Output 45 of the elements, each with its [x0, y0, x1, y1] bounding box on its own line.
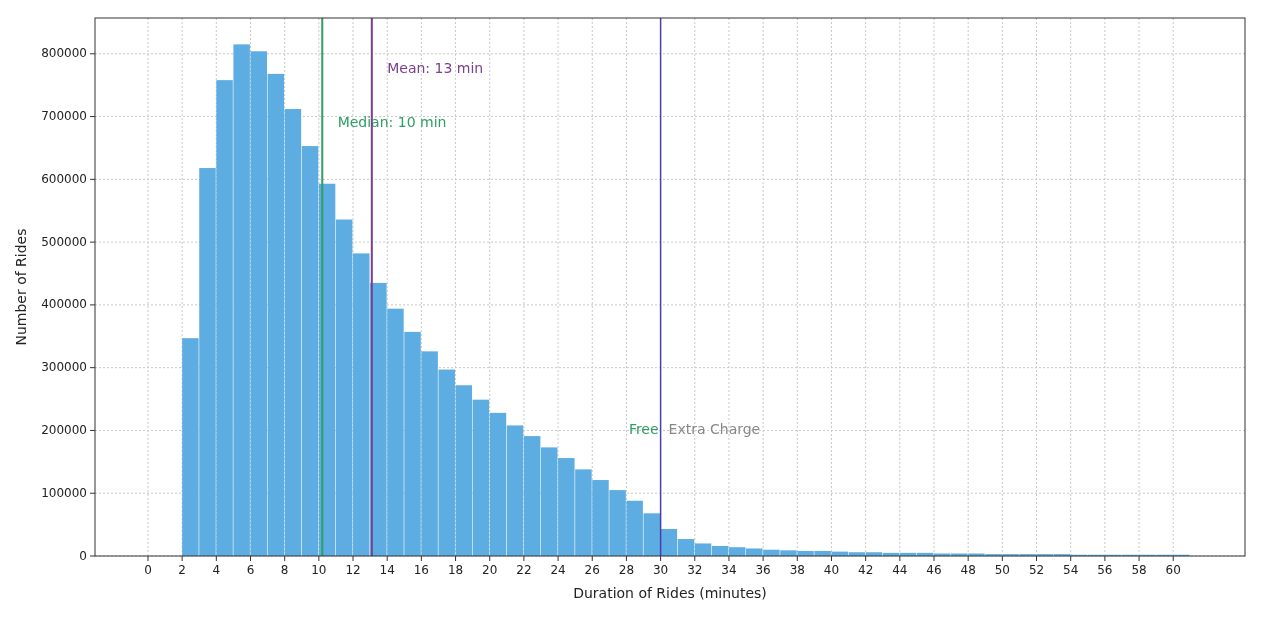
x-tick-label: 38: [789, 563, 805, 577]
x-tick-label: 54: [1063, 563, 1079, 577]
y-tick-label: 200000: [41, 422, 87, 437]
y-tick-label: 400000: [41, 297, 87, 312]
y-tick-label: 700000: [41, 109, 87, 124]
x-tick-label: 2: [178, 563, 186, 577]
x-tick-label: 32: [687, 563, 703, 577]
x-tick-label: 50: [994, 563, 1010, 577]
x-tick-label: 52: [1028, 563, 1045, 577]
x-tick-label: 48: [960, 563, 976, 577]
x-tick-label: 0: [144, 563, 152, 577]
x-tick-label: 26: [584, 563, 600, 577]
x-tick-label: 34: [721, 563, 737, 577]
x-tick-label: 30: [652, 563, 669, 577]
y-tick-label: 300000: [41, 360, 87, 375]
annotation: Extra Charge: [668, 421, 761, 438]
x-tick-label: 18: [447, 563, 464, 577]
x-tick-label: 8: [280, 563, 289, 577]
x-tick-label: 14: [379, 563, 395, 577]
x-tick-label: 16: [413, 563, 430, 577]
ref-line-label: Mean: 13 min: [387, 60, 484, 77]
x-tick-label: 36: [755, 563, 771, 577]
x-tick-label: 44: [892, 563, 908, 577]
y-tick-label: 100000: [41, 485, 87, 500]
x-tick-label: 42: [858, 563, 874, 577]
x-tick-label: 46: [926, 563, 942, 577]
x-axis-title: Duration of Rides (minutes): [573, 585, 767, 601]
y-axis-title: Number of Rides: [13, 228, 29, 346]
y-tick-label: 500000: [41, 234, 87, 249]
x-tick-label: 58: [1131, 563, 1147, 577]
y-tick-label: 600000: [41, 171, 87, 186]
x-tick-label: 28: [618, 563, 635, 577]
y-tick-label: 0: [79, 548, 87, 563]
x-tick-label: 12: [345, 563, 361, 577]
x-tick-label: 6: [246, 563, 255, 577]
x-tick-label: 40: [823, 563, 840, 577]
x-tick-label: 20: [482, 563, 498, 577]
x-tick-label: 4: [212, 563, 221, 577]
y-tick-label: 800000: [41, 46, 87, 61]
x-tick-label: 24: [550, 563, 566, 577]
annotation: Free: [628, 421, 659, 438]
x-tick-label: 56: [1097, 563, 1113, 577]
x-tick-label: 22: [516, 563, 532, 577]
x-tick-label: 10: [311, 563, 327, 577]
x-tick-label: 60: [1165, 563, 1181, 577]
